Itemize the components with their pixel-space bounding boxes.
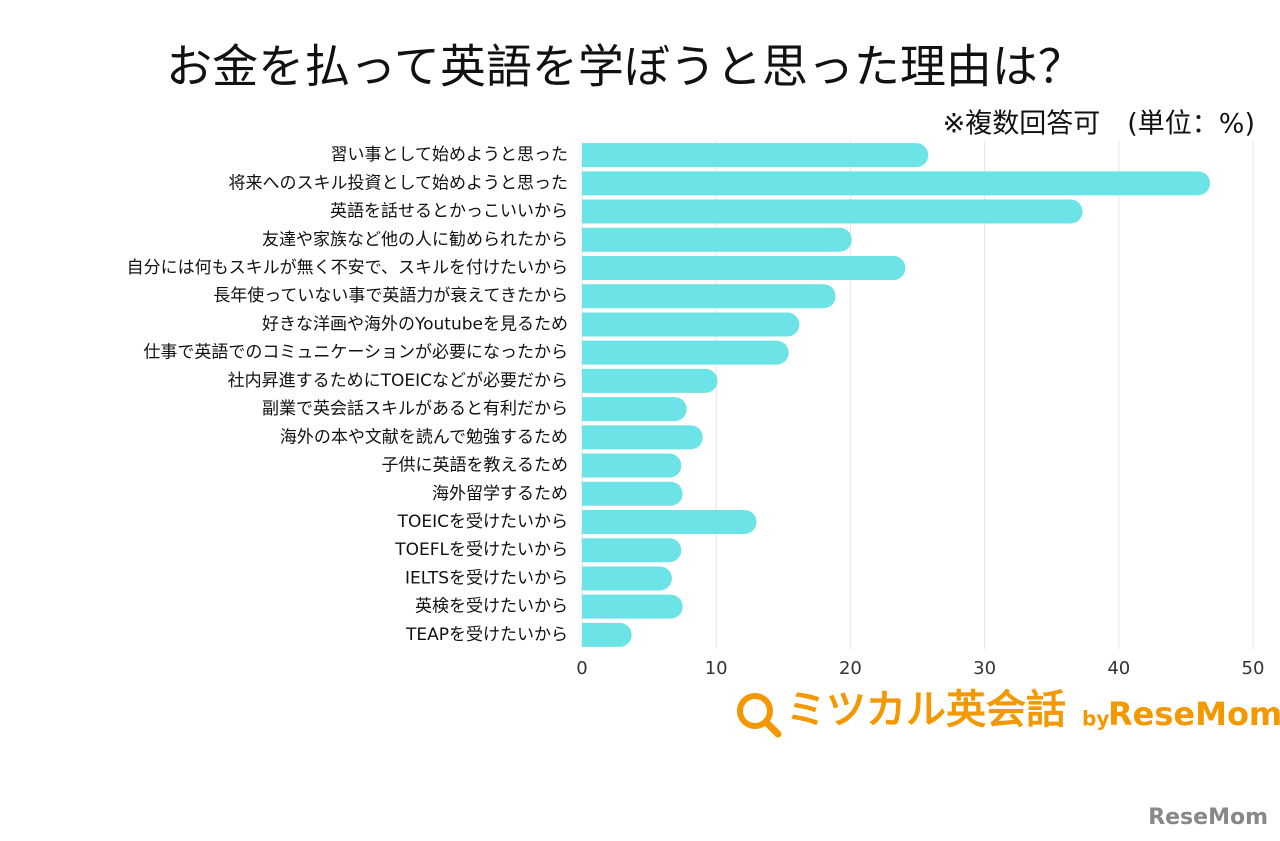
y-tick-label: TEAPを受けたいから bbox=[405, 625, 568, 645]
y-tick-label: TOEICを受けたいから bbox=[397, 512, 568, 532]
x-tick-label: 0 bbox=[576, 658, 587, 679]
logo-icon-handle bbox=[762, 718, 782, 738]
chart-title: お金を払って英語を学ぼうと思った理由は？ bbox=[166, 40, 1084, 94]
bar bbox=[582, 312, 800, 337]
y-tick-label: 好きな洋画や海外のYoutubeを見るため bbox=[262, 314, 568, 334]
logo-icon bbox=[737, 693, 773, 729]
y-tick-label: 習い事として始めようと思った bbox=[331, 145, 569, 165]
bar bbox=[582, 594, 683, 619]
x-tick-label: 50 bbox=[1242, 658, 1265, 679]
y-tick-label: 自分には何もスキルが無く不安で、スキルを付けたいから bbox=[127, 258, 568, 278]
y-tick-label: 長年使っていない事で英語力が衰えてきたから bbox=[213, 285, 568, 306]
x-tick-label: 10 bbox=[705, 658, 728, 679]
bar bbox=[582, 425, 703, 450]
bar bbox=[582, 481, 683, 506]
y-tick-label: 友達や家族など他の人に勧められたから bbox=[262, 230, 568, 250]
y-tick-label: 英検を受けたいから bbox=[415, 597, 568, 617]
bar bbox=[582, 510, 757, 534]
x-tick-label: 20 bbox=[839, 658, 862, 679]
chart-subtitle: ※複数回答可 (単位：%) bbox=[943, 109, 1255, 140]
logo-brand: ReseMom bbox=[1108, 695, 1280, 733]
x-tick-label: 30 bbox=[973, 658, 996, 679]
y-tick-label: 英語を話せるとかっこいいから bbox=[330, 202, 568, 222]
bar bbox=[582, 284, 836, 309]
bar bbox=[582, 256, 906, 280]
y-tick-label: 海外の本や文献を読んで勉強するため bbox=[280, 427, 568, 447]
bar bbox=[582, 397, 687, 422]
bar bbox=[582, 171, 1211, 196]
logo-by: by bbox=[1082, 707, 1109, 731]
y-tick-label: 仕事で英語でのコミュニケーションが必要になったから bbox=[143, 343, 568, 363]
y-tick-label: IELTSを受けたいから bbox=[405, 568, 568, 588]
bar bbox=[582, 453, 682, 478]
y-tick-label: 社内昇進するためにTOEICなどが必要だから bbox=[228, 371, 568, 391]
bar bbox=[582, 538, 682, 563]
bar bbox=[582, 368, 718, 393]
logo: ミツカル英会話 by ReseMom bbox=[737, 687, 1280, 738]
bar bbox=[582, 227, 852, 252]
watermark: ReseMom bbox=[1148, 805, 1268, 830]
bar bbox=[582, 143, 929, 168]
y-tick-label: 海外留学するため bbox=[432, 484, 568, 504]
y-tick-label: 副業で英会話スキルがあると有利だから bbox=[262, 399, 568, 419]
logo-name: ミツカル英会話 bbox=[786, 687, 1066, 733]
y-tick-label: 子供に英語を教えるため bbox=[382, 456, 569, 476]
bar bbox=[582, 199, 1083, 224]
y-tick-label: TOEFLを受けたいから bbox=[394, 540, 568, 560]
bar bbox=[582, 566, 672, 591]
x-tick-label: 40 bbox=[1107, 658, 1130, 679]
bar bbox=[582, 622, 632, 647]
bar bbox=[582, 340, 789, 365]
y-tick-label: 将来へのスキル投資として始めようと思った bbox=[229, 173, 569, 193]
